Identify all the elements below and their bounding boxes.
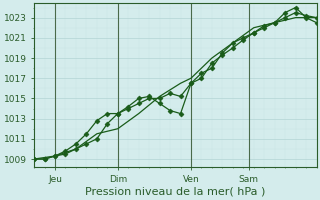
X-axis label: Pression niveau de la mer( hPa ): Pression niveau de la mer( hPa ) xyxy=(85,187,266,197)
